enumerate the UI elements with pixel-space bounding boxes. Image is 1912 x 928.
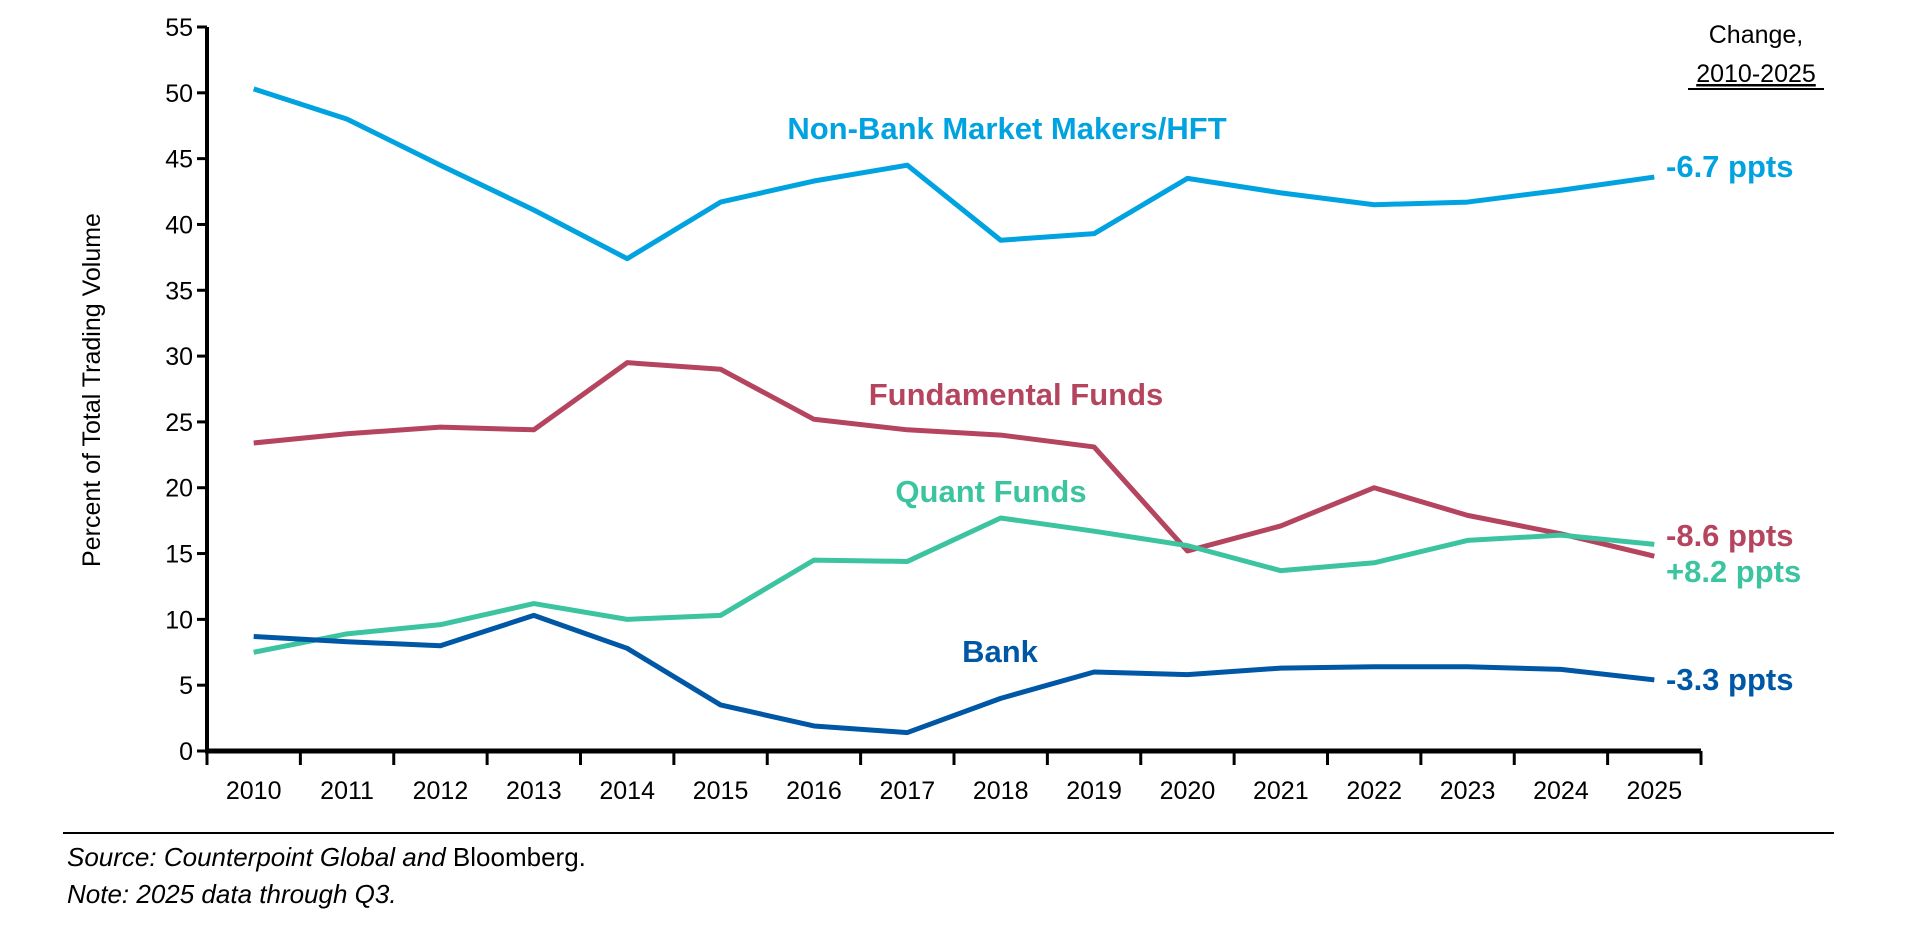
y-axis-label: Percent of Total Trading Volume xyxy=(78,213,106,567)
series-line-2 xyxy=(253,515,1655,655)
x-tick-label: 2013 xyxy=(506,777,562,805)
change-header-line1: Change, xyxy=(1709,21,1804,49)
x-tick-label: 2023 xyxy=(1440,777,1496,805)
series-line-0 xyxy=(252,86,1655,262)
y-tick-label: 0 xyxy=(179,738,193,766)
x-tick-label: 2022 xyxy=(1346,777,1402,805)
change-label: -6.7 ppts xyxy=(1666,149,1793,184)
x-tick-label: 2019 xyxy=(1066,777,1122,805)
series-label: Quant Funds xyxy=(895,474,1086,509)
series-label: Bank xyxy=(962,634,1039,669)
y-tick-label: 55 xyxy=(165,14,193,42)
y-tick-label: 10 xyxy=(165,606,193,634)
change-label: -8.6 ppts xyxy=(1666,518,1793,553)
x-tick-label: 2010 xyxy=(226,777,282,805)
x-tick-label: 2012 xyxy=(413,777,469,805)
change-label: +8.2 ppts xyxy=(1666,554,1801,589)
y-tick-label: 35 xyxy=(165,277,193,305)
x-tick-label: 2011 xyxy=(320,777,374,805)
x-tick-label: 2016 xyxy=(786,777,842,805)
change-label: -3.3 ppts xyxy=(1666,662,1793,697)
y-tick-label: 25 xyxy=(165,409,193,437)
x-tick-label: 2018 xyxy=(973,777,1029,805)
y-tick-label: 50 xyxy=(165,80,193,108)
y-tick-label: 40 xyxy=(165,211,193,239)
y-tick-label: 30 xyxy=(165,343,193,371)
series-lines: Non-Bank Market Makers/HFT -6.7 ppts Funda… xyxy=(252,86,1801,736)
x-tick-label: 2014 xyxy=(599,777,655,805)
series-label: Fundamental Funds xyxy=(869,377,1164,412)
source-note: Source: Counterpoint Global and Bloomber… xyxy=(67,842,586,872)
change-header-line2: 2010-2025 xyxy=(1696,60,1816,88)
y-tick-label: 20 xyxy=(165,475,193,503)
y-tick-label: 45 xyxy=(165,146,193,174)
x-tick-label: 2017 xyxy=(880,777,936,805)
series-line-3 xyxy=(253,612,1655,736)
x-tick-label: 2015 xyxy=(693,777,749,805)
data-note: Note: 2025 data through Q3. xyxy=(67,879,397,909)
series-line-1 xyxy=(253,360,1655,559)
y-tick-label: 15 xyxy=(165,541,193,569)
y-tick-label: 5 xyxy=(179,672,193,700)
x-tick-label: 2025 xyxy=(1627,777,1683,805)
series-label: Non-Bank Market Makers/HFT xyxy=(787,111,1226,146)
x-tick-label: 2024 xyxy=(1533,777,1589,805)
x-tick-label: 2021 xyxy=(1253,777,1309,805)
x-tick-label: 2020 xyxy=(1160,777,1216,805)
